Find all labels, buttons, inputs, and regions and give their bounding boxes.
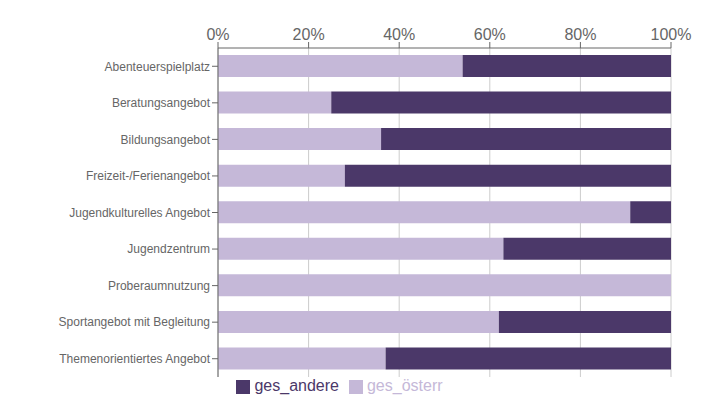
svg-text:Bildungsangebot: Bildungsangebot — [121, 133, 211, 147]
svg-text:0%: 0% — [206, 26, 229, 43]
svg-text:20%: 20% — [293, 26, 325, 43]
svg-text:Beratungsangebot: Beratungsangebot — [112, 96, 211, 110]
svg-text:60%: 60% — [474, 26, 506, 43]
svg-text:100%: 100% — [651, 26, 692, 43]
svg-text:Themenorientiertes Angebot: Themenorientiertes Angebot — [59, 352, 210, 366]
svg-text:Abenteuerspielplatz: Abenteuerspielplatz — [105, 60, 210, 74]
html-text:ges_andere: ges_andere — [254, 377, 339, 394]
svg-text:Freizeit-/Ferienangebot: Freizeit-/Ferienangebot — [86, 169, 211, 183]
svg-text:Sportangebot mit Begleitung: Sportangebot mit Begleitung — [59, 315, 210, 329]
svg-text:Jugendkulturelles Angebot: Jugendkulturelles Angebot — [69, 206, 210, 220]
html-text:ges_österr: ges_österr — [367, 377, 443, 394]
svg-text:Jugendzentrum: Jugendzentrum — [127, 242, 210, 256]
svg-text:80%: 80% — [564, 26, 596, 43]
svg-text:Proberaumnutzung: Proberaumnutzung — [108, 279, 210, 293]
svg-text:40%: 40% — [383, 26, 415, 43]
